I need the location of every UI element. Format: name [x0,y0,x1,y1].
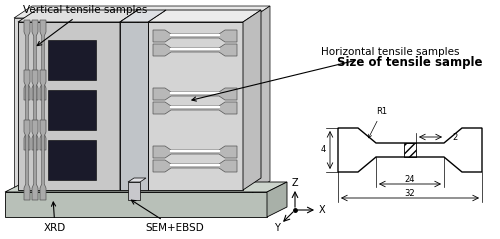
Polygon shape [120,10,138,190]
Polygon shape [252,6,270,193]
Polygon shape [5,192,267,217]
Polygon shape [128,178,146,182]
Polygon shape [14,18,252,193]
Text: R1: R1 [368,107,388,138]
Polygon shape [48,140,96,180]
Polygon shape [148,10,261,22]
Polygon shape [40,20,46,100]
Polygon shape [153,88,237,100]
Polygon shape [120,22,148,190]
Polygon shape [32,120,38,200]
Polygon shape [40,120,46,200]
Polygon shape [120,10,166,22]
Text: Z: Z [292,178,298,188]
Polygon shape [18,10,138,22]
Text: Horizontal tensile samples: Horizontal tensile samples [192,47,459,101]
Polygon shape [24,70,30,150]
Polygon shape [153,160,237,172]
Polygon shape [148,22,243,190]
Polygon shape [128,182,140,200]
Polygon shape [153,146,237,158]
Polygon shape [40,70,46,150]
Text: X: X [318,205,326,215]
Text: Y: Y [274,223,280,233]
Polygon shape [32,20,38,100]
Polygon shape [14,6,270,18]
Polygon shape [24,20,30,100]
Text: 32: 32 [404,189,415,198]
Text: XRD: XRD [44,202,66,233]
Text: SEM+EBSD: SEM+EBSD [132,200,204,233]
Text: Size of tensile sample: Size of tensile sample [337,55,483,69]
Text: 4: 4 [320,146,326,154]
Text: 24: 24 [405,175,415,184]
Polygon shape [267,182,287,217]
Polygon shape [338,128,482,172]
Polygon shape [18,22,120,190]
Polygon shape [24,120,30,200]
Polygon shape [48,40,96,80]
Polygon shape [5,182,287,192]
Text: 2: 2 [452,132,458,141]
Polygon shape [153,30,237,42]
Polygon shape [153,102,237,114]
Polygon shape [32,70,38,150]
Polygon shape [153,44,237,56]
Text: Vertical tensile samples: Vertical tensile samples [23,5,147,46]
Polygon shape [48,90,96,130]
Polygon shape [243,10,261,190]
